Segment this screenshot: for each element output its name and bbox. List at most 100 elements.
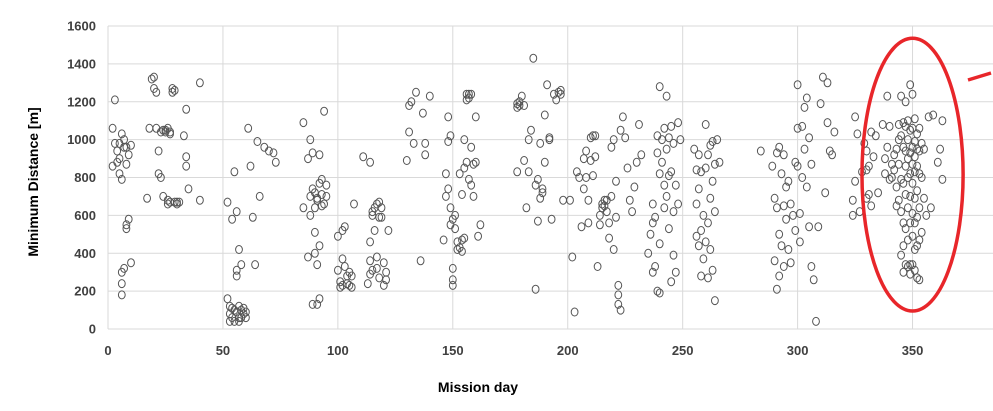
data-point bbox=[800, 144, 809, 154]
data-point bbox=[471, 157, 480, 167]
data-point bbox=[157, 127, 165, 137]
data-point bbox=[230, 167, 239, 177]
data-point bbox=[676, 135, 685, 145]
data-point bbox=[651, 212, 659, 222]
data-point bbox=[559, 195, 567, 205]
data-point bbox=[706, 245, 715, 254]
data-point bbox=[467, 142, 476, 152]
data-point bbox=[890, 165, 899, 175]
data-point bbox=[871, 131, 880, 141]
data-point bbox=[322, 180, 331, 190]
data-point bbox=[540, 110, 549, 120]
data-point bbox=[913, 212, 921, 222]
data-point bbox=[662, 144, 671, 154]
data-point bbox=[120, 263, 128, 273]
data-point bbox=[883, 142, 892, 152]
data-point bbox=[867, 201, 876, 211]
data-point bbox=[366, 256, 375, 266]
data-point bbox=[317, 190, 326, 199]
data-point bbox=[609, 245, 618, 254]
x-tick-label: 150 bbox=[442, 343, 464, 358]
data-point bbox=[922, 210, 931, 220]
data-point bbox=[458, 246, 466, 256]
highlight-ellipse bbox=[860, 36, 965, 313]
data-point bbox=[779, 262, 788, 271]
data-point bbox=[674, 199, 682, 209]
data-point bbox=[377, 203, 386, 213]
data-point bbox=[442, 191, 450, 201]
data-point bbox=[534, 216, 542, 226]
data-point bbox=[317, 201, 326, 211]
data-point bbox=[910, 114, 919, 124]
data-point bbox=[648, 199, 657, 209]
data-point bbox=[814, 222, 823, 232]
data-point bbox=[777, 169, 786, 179]
data-point bbox=[632, 157, 641, 167]
data-point bbox=[807, 159, 816, 169]
data-point bbox=[375, 212, 384, 222]
data-point bbox=[271, 157, 280, 167]
data-point bbox=[906, 260, 915, 270]
x-tick-label: 50 bbox=[216, 343, 230, 358]
x-tick-label: 350 bbox=[902, 343, 924, 358]
data-point bbox=[908, 260, 917, 270]
data-point bbox=[798, 121, 807, 131]
data-point bbox=[591, 152, 600, 162]
data-point bbox=[444, 137, 453, 146]
data-point bbox=[894, 195, 903, 205]
data-point bbox=[770, 256, 779, 266]
data-point bbox=[910, 167, 919, 177]
data-point bbox=[235, 245, 243, 254]
data-point bbox=[865, 161, 873, 171]
data-point bbox=[534, 174, 542, 184]
data-point bbox=[715, 157, 724, 167]
data-point bbox=[182, 152, 191, 162]
data-point bbox=[460, 135, 469, 145]
data-point bbox=[756, 146, 765, 156]
data-point bbox=[904, 235, 912, 245]
data-point bbox=[798, 173, 807, 182]
data-point bbox=[853, 129, 862, 139]
data-point bbox=[899, 178, 908, 188]
data-point bbox=[451, 210, 460, 220]
data-point bbox=[538, 184, 547, 194]
data-point bbox=[168, 84, 177, 93]
data-point bbox=[607, 191, 616, 201]
data-point bbox=[540, 157, 549, 167]
data-point bbox=[524, 167, 533, 177]
data-point bbox=[589, 131, 597, 141]
data-point bbox=[579, 184, 588, 194]
data-point bbox=[336, 282, 345, 292]
data-point bbox=[697, 271, 705, 281]
data-point bbox=[920, 144, 928, 154]
data-point bbox=[340, 262, 349, 271]
data-point bbox=[242, 313, 250, 323]
data-point bbox=[885, 121, 894, 131]
data-point bbox=[269, 148, 278, 158]
data-point bbox=[350, 199, 358, 209]
data-point bbox=[228, 214, 237, 224]
data-point bbox=[182, 104, 191, 114]
data-point bbox=[166, 129, 175, 139]
data-point bbox=[306, 135, 315, 145]
data-point bbox=[196, 78, 204, 88]
y-tick-label: 0 bbox=[89, 322, 96, 337]
data-point bbox=[694, 241, 703, 251]
data-point bbox=[122, 220, 131, 230]
data-point bbox=[115, 138, 124, 148]
data-point bbox=[152, 87, 161, 97]
data-point bbox=[908, 142, 917, 152]
data-point bbox=[697, 226, 705, 235]
data-point bbox=[793, 80, 802, 90]
data-point bbox=[933, 157, 942, 167]
data-point bbox=[237, 260, 246, 270]
data-point bbox=[901, 190, 910, 199]
data-point bbox=[600, 195, 609, 205]
data-point bbox=[708, 176, 717, 186]
data-point bbox=[874, 188, 882, 198]
data-point bbox=[334, 265, 342, 275]
data-point bbox=[347, 282, 356, 292]
data-point bbox=[363, 279, 372, 289]
data-point bbox=[816, 99, 825, 109]
data-point bbox=[881, 154, 889, 164]
